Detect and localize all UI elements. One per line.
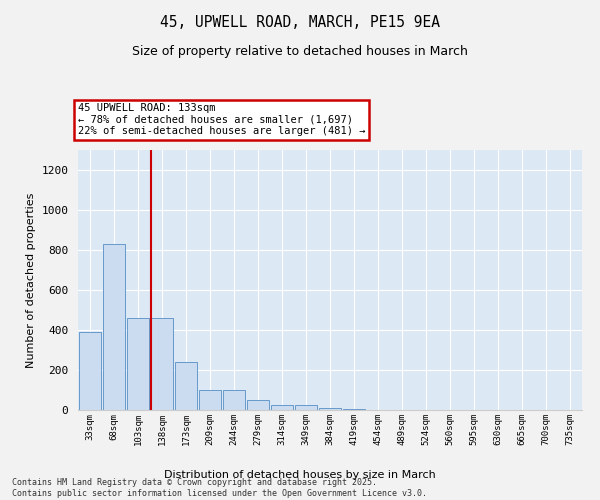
Text: Size of property relative to detached houses in March: Size of property relative to detached ho…	[132, 45, 468, 58]
Bar	[103, 244, 125, 410]
Text: 45 UPWELL ROAD: 133sqm
← 78% of detached houses are smaller (1,697)
22% of semi-: 45 UPWELL ROAD: 133sqm ← 78% of detached…	[78, 103, 365, 136]
Bar	[295, 405, 317, 410]
Text: 45, UPWELL ROAD, MARCH, PE15 9EA: 45, UPWELL ROAD, MARCH, PE15 9EA	[160, 15, 440, 30]
Bar	[175, 362, 197, 410]
Text: Distribution of detached houses by size in March: Distribution of detached houses by size …	[164, 470, 436, 480]
Bar	[319, 408, 341, 410]
Bar	[151, 318, 173, 410]
Bar	[247, 400, 269, 410]
Bar	[199, 390, 221, 410]
Text: Contains HM Land Registry data © Crown copyright and database right 2025.
Contai: Contains HM Land Registry data © Crown c…	[12, 478, 427, 498]
Y-axis label: Number of detached properties: Number of detached properties	[26, 192, 36, 368]
Bar	[79, 332, 101, 410]
Bar	[223, 390, 245, 410]
Bar	[271, 405, 293, 410]
Bar	[127, 318, 149, 410]
